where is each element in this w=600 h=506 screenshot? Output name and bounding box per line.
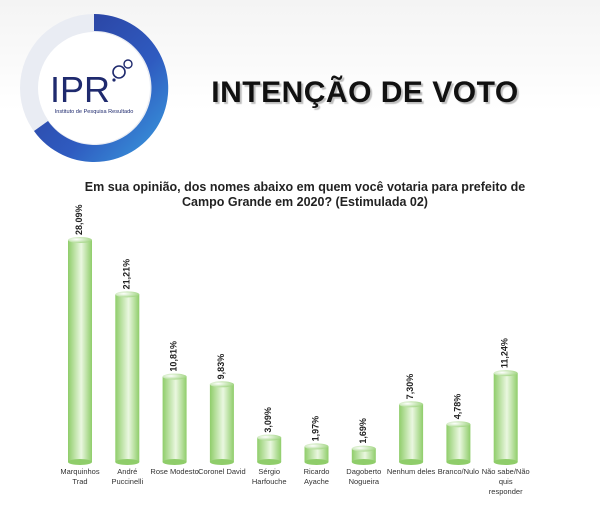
category-label-line: Sérgio [258, 467, 280, 476]
bar-value-label: 11,24% [500, 338, 510, 368]
category-label-line: Não sabe/Não [482, 467, 530, 476]
bar [446, 424, 471, 462]
category-label: Não sabe/Não quis responder [482, 467, 530, 496]
category-label: Nenhum deles [387, 467, 436, 476]
bar-cap [115, 291, 140, 298]
bar-base [68, 459, 92, 465]
bar-group: 28,09% Marquinhos Trad [60, 204, 99, 486]
ipr-logo-graphic: IPR Instituto de Pesquisa Resultado [20, 13, 169, 162]
category-label: Coronel David [198, 467, 246, 476]
bar-group: 11,24% Não sabe/Não quis responder [482, 338, 530, 496]
question-line: Em sua opinião, dos nomes abaixo em quem… [84, 180, 526, 194]
bar-cap [257, 434, 282, 441]
bar [115, 294, 140, 462]
bar-base [162, 459, 187, 465]
bar-base [493, 459, 518, 465]
bar-base [399, 459, 424, 465]
category-label-line: André [117, 467, 137, 476]
bar-cap [493, 370, 518, 377]
logo-subtitle: Instituto de Pesquisa Resultado [55, 109, 134, 115]
survey-question: Em sua opinião, dos nomes abaixo em quem… [60, 180, 550, 210]
bar-group: 1,97% Ricardo Ayache [304, 416, 330, 486]
category-label-line: Trad [72, 477, 87, 486]
category-label-line: Nogueira [349, 477, 380, 486]
category-label-line: Branco/Nulo [438, 467, 479, 476]
bar-group: 1,69% Dagoberto Nogueira [346, 418, 381, 486]
bar-value-label: 4,78% [452, 394, 462, 420]
page-title: INTENÇÃO DE VOTO [211, 76, 519, 109]
bar [493, 373, 518, 462]
bar [68, 240, 92, 462]
bar-value-label: 9,83% [216, 354, 226, 380]
category-label: Branco/Nulo [438, 467, 479, 476]
category-label: André Puccinelli [111, 467, 143, 486]
logo-text: IPR [50, 69, 110, 110]
bar-cap [304, 443, 329, 450]
chart-bars: 28,09% Marquinhos Trad 21,21% André Puccinell… [60, 204, 529, 496]
bar-cap [399, 401, 424, 408]
ipr-logo: IPR Instituto de Pesquisa Resultado [14, 8, 174, 168]
bar-group: 4,78% Branco/Nulo [438, 394, 479, 476]
category-label-line: responder [489, 487, 523, 496]
category-label-line: Rose Modesto [150, 467, 198, 476]
bar [399, 404, 424, 462]
bar [304, 446, 329, 462]
category-label-line: Ricardo [304, 467, 330, 476]
category-label-line: Dagoberto [346, 467, 381, 476]
bar [209, 384, 234, 462]
bar-value-label: 1,97% [311, 416, 321, 442]
bar-cap [68, 237, 92, 243]
category-label-line: Coronel David [198, 467, 246, 476]
bar-group: 7,30% Nenhum deles [387, 374, 436, 476]
bar-base [446, 459, 471, 465]
bar [351, 448, 376, 462]
speech-bubbles-icon [112, 59, 133, 82]
category-label-line: Puccinelli [111, 477, 143, 486]
category-label: Marquinhos Trad [60, 467, 99, 486]
bar-base [304, 459, 329, 465]
bar-cap [209, 381, 234, 388]
question-line: Campo Grande em 2020? (Estimulada 02) [182, 195, 428, 209]
logo-inner-disc [38, 32, 150, 144]
bar-base [115, 459, 140, 465]
bar-base [209, 459, 234, 465]
bar-cap [351, 445, 376, 452]
category-label-line: Marquinhos [60, 467, 99, 476]
bar-base [257, 459, 282, 465]
category-label: Ricardo Ayache [304, 467, 330, 486]
bar-group: 3,09% Sérgio Harfouche [252, 407, 287, 486]
bar-value-label: 7,30% [405, 374, 415, 400]
bar-value-label: 1,69% [358, 418, 368, 444]
bar [162, 376, 187, 462]
bar-group: 21,21% André Puccinelli [111, 259, 143, 486]
bar-value-label: 28,09% [74, 204, 84, 235]
category-label: Dagoberto Nogueira [346, 467, 381, 486]
category-label-line: quis [499, 477, 513, 486]
bar-base [351, 459, 376, 465]
category-label-line: Harfouche [252, 477, 287, 486]
category-label-line: Nenhum deles [387, 467, 436, 476]
bar-value-label: 21,21% [121, 259, 131, 290]
bar-cap [162, 373, 187, 380]
bar-value-label: 3,09% [263, 407, 273, 433]
bar-cap [446, 421, 471, 428]
category-label: Rose Modesto [150, 467, 198, 476]
bar-value-label: 10,81% [169, 341, 179, 372]
bar-group: 10,81% Rose Modesto [150, 341, 198, 476]
category-label-line: Ayache [304, 477, 329, 486]
bar [257, 437, 282, 462]
bar-group: 9,83% Coronel David [198, 354, 246, 476]
category-label: Sérgio Harfouche [252, 467, 287, 486]
